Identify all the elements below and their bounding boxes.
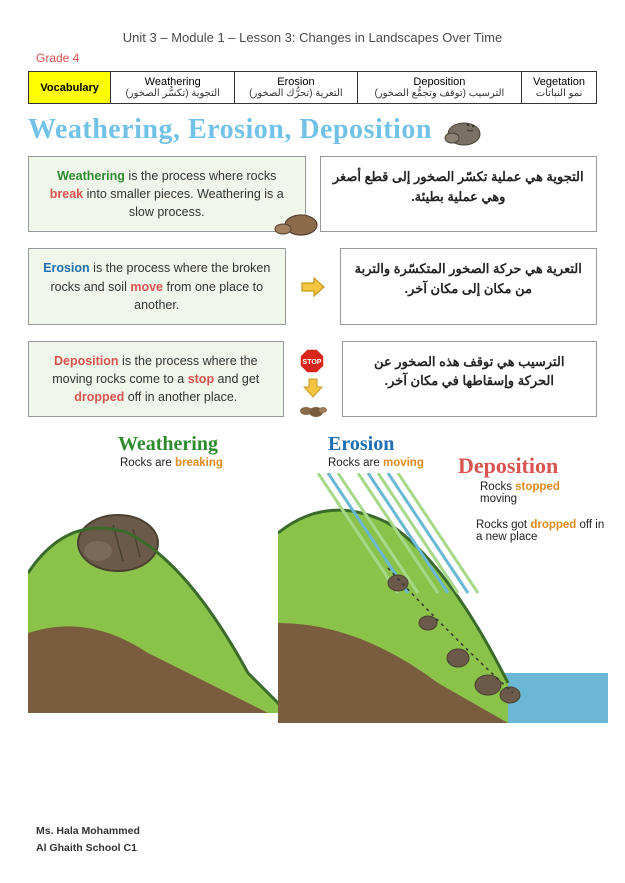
vocab-en: Deposition (364, 76, 515, 88)
footer-line: Ms. Hala Mohammed (36, 823, 140, 840)
footer-line: Al Ghaith School C1 (36, 840, 140, 857)
definition-ar: التعرية هي حركة الصخور المتكسّرة والتربة… (340, 248, 598, 324)
vocab-ar: التعرية (تحرُّك الصخور) (241, 88, 351, 99)
definition-ar: التجوية هي عملية تكسّر الصخور إلى قطع أص… (320, 156, 598, 232)
vocab-cell: Deposition الترسيب (توقف وتجمُّع الصخور) (357, 72, 521, 104)
vocab-en: Vegetation (528, 76, 590, 88)
definition-row-deposition: Deposition is the process where the movi… (28, 341, 597, 417)
definition-en: Weathering is the process where rocks br… (28, 156, 306, 232)
action-word: stop (188, 372, 214, 386)
def-text: and get (214, 372, 259, 386)
action-word: move (130, 280, 163, 294)
weathering-hill-illustration (28, 473, 288, 713)
definition-ar: الترسيب هي توقف هذه الصخور عن الحركة وإس… (342, 341, 598, 417)
main-heading-text: Weathering, Erosion, Deposition (28, 114, 432, 146)
footer-credits: Ms. Hala Mohammed Al Ghaith School C1 (36, 823, 140, 857)
definition-row-weathering: Weathering is the process where rocks br… (28, 156, 597, 232)
pebbles-icon (298, 401, 328, 417)
diagram-sub: Rocks are breaking (120, 457, 223, 469)
action-word: dropped (74, 390, 124, 404)
arrow-down-icon (302, 377, 324, 399)
kw-deposition: Deposition (54, 354, 119, 368)
vocab-cell: Vegetation نمو النباتات (522, 72, 597, 104)
grade-label: Grade 4 (36, 51, 597, 65)
arrow-right-icon (300, 274, 326, 300)
action-word: break (50, 187, 83, 201)
definition-row-erosion: Erosion is the process where the broken … (28, 248, 597, 324)
definition-en: Erosion is the process where the broken … (28, 248, 286, 324)
definition-en: Deposition is the process where the movi… (28, 341, 284, 417)
diagram-label-erosion: Erosion (328, 433, 394, 456)
def-text: is the process where rocks (125, 169, 276, 183)
def-text: into smaller pieces. Weathering is a slo… (83, 187, 284, 219)
stop-sign-icon: STOP (298, 347, 326, 375)
vocab-cell: Erosion التعرية (تحرُّك الصخور) (235, 72, 358, 104)
vocab-ar: الترسيب (توقف وتجمُّع الصخور) (364, 88, 515, 99)
diagram-sub: Rocks are moving (328, 457, 424, 469)
rock-icon (440, 114, 482, 146)
def-text: off in another place. (124, 390, 237, 404)
page-title: Unit 3 – Module 1 – Lesson 3: Changes in… (28, 30, 597, 45)
rock-icon (271, 209, 319, 237)
svg-text:STOP: STOP (302, 359, 321, 366)
vocab-head-cell: Vocabulary (29, 72, 111, 104)
kw-erosion: Erosion (43, 261, 90, 275)
erosion-deposition-illustration (278, 473, 608, 723)
process-diagram: Weathering Rocks are breaking Erosion Ro… (28, 433, 597, 763)
kw-weathering: Weathering (57, 169, 125, 183)
vocab-ar: نمو النباتات (528, 88, 590, 99)
diagram-label-weathering: Weathering (118, 433, 218, 456)
main-heading: Weathering, Erosion, Deposition (28, 114, 597, 146)
vocab-ar: التجوية (تكسُّر الصخور) (117, 88, 228, 99)
vocab-en: Erosion (241, 76, 351, 88)
vocab-en: Weathering (117, 76, 228, 88)
vocab-cell: Weathering التجوية (تكسُّر الصخور) (111, 72, 235, 104)
vocabulary-table: Vocabulary Weathering التجوية (تكسُّر ال… (28, 71, 597, 104)
